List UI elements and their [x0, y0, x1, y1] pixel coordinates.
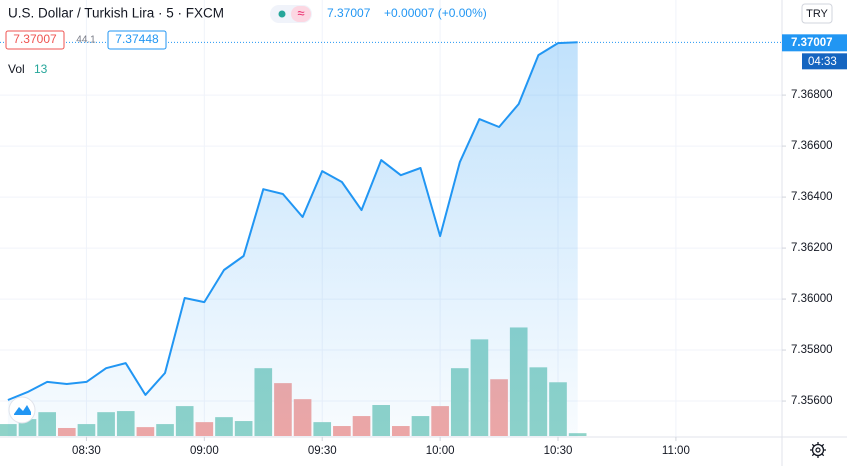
- currency[interactable]: TRY: [806, 8, 828, 20]
- spread: 44.1: [76, 35, 96, 46]
- logo[interactable]: [8, 396, 36, 424]
- buy-box[interactable]: [107, 30, 167, 50]
- x-tick-label: 09:30: [308, 445, 337, 457]
- area-fill: [7, 42, 578, 438]
- delayed-icon-bg: [291, 6, 311, 22]
- axes-layer: 7.35600 7.35800 7.36000 7.36200 7.36400 7.366…: [72, 34, 847, 457]
- last-price-tag-label: 7.37007: [791, 37, 833, 49]
- x-tick-label: 11:00: [662, 445, 690, 457]
- settings-icon[interactable]: [810, 442, 826, 458]
- x-tick-label: 09:00: [190, 445, 219, 457]
- sell-box[interactable]: [5, 30, 65, 50]
- volume-label: Vol: [8, 62, 25, 76]
- y-tick-label: 7.36200: [791, 242, 833, 254]
- last-price: 7.37007: [327, 6, 371, 20]
- countdown: 04:33: [808, 56, 837, 68]
- volume-value: 13: [34, 62, 48, 76]
- y-tick-label: 7.35800: [791, 344, 833, 356]
- x-tick-label: 10:00: [426, 445, 455, 457]
- x-tick-label: 08:30: [72, 445, 101, 457]
- y-tick-label: 7.35600: [791, 395, 833, 407]
- chart-title: U.S. Dollar / Turkish Lira · 5 · FXCM: [8, 6, 224, 21]
- y-tick-label: 7.36800: [791, 89, 833, 101]
- x-tick-label: 10:30: [544, 445, 573, 457]
- y-tick-label: 7.36400: [791, 191, 833, 203]
- currency-button[interactable]: [801, 3, 833, 24]
- y-tick-label: 7.36600: [791, 140, 833, 152]
- market-open-dot: [278, 10, 286, 18]
- price-change: +0.00007 (+0.00%): [384, 6, 487, 20]
- last-price-tag: [782, 34, 847, 52]
- plot-layer: [0, 41, 782, 438]
- ask-price[interactable]: 7.37448: [115, 32, 159, 46]
- countdown-tag: [802, 53, 847, 70]
- y-tick-label: 7.36000: [791, 293, 833, 305]
- price-line: [7, 41, 578, 401]
- delayed-icon: ≈: [297, 5, 304, 20]
- bid-price[interactable]: 7.37007: [13, 32, 57, 46]
